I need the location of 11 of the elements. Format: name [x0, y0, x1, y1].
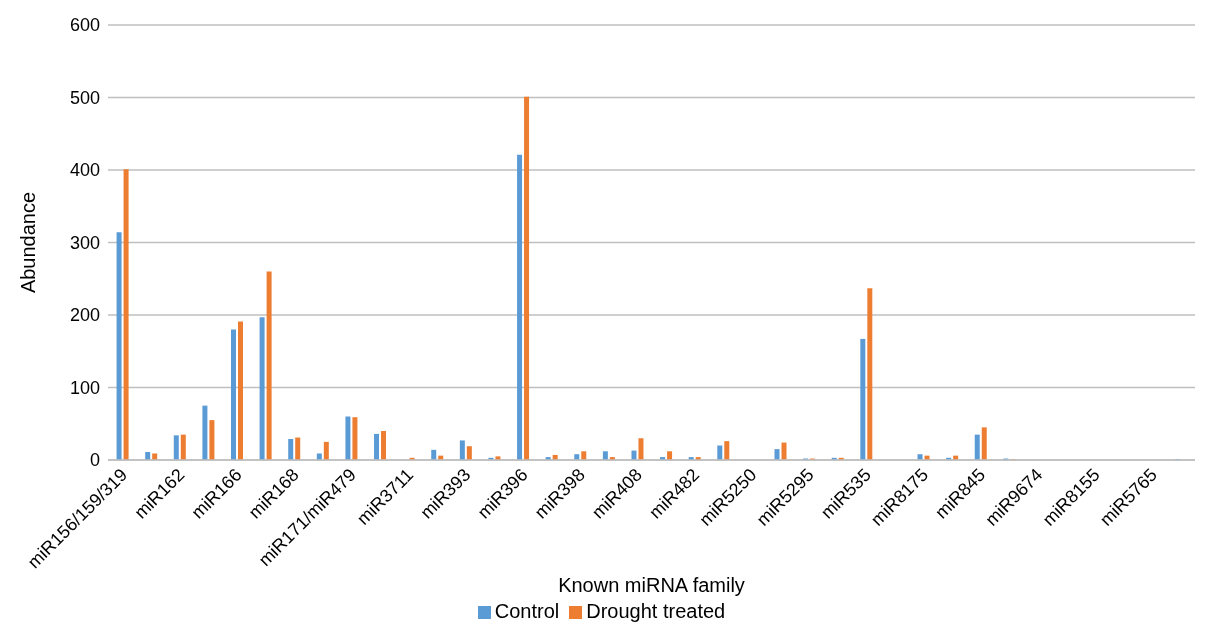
- y-tick-label: 0: [89, 450, 100, 471]
- y-tick-label: 300: [69, 232, 100, 253]
- legend-label: Control: [494, 600, 560, 622]
- legend-label: Drought treated: [586, 600, 726, 622]
- y-tick-label: 100: [69, 377, 100, 398]
- x-axis-title: Known miRNA family: [558, 574, 745, 596]
- y-tick-label: 400: [69, 160, 100, 181]
- y-tick-label: 200: [69, 305, 100, 326]
- y-axis-title: Abundance: [17, 191, 40, 294]
- y-tick-label: 600: [69, 15, 100, 36]
- y-tick-label: 500: [69, 87, 100, 108]
